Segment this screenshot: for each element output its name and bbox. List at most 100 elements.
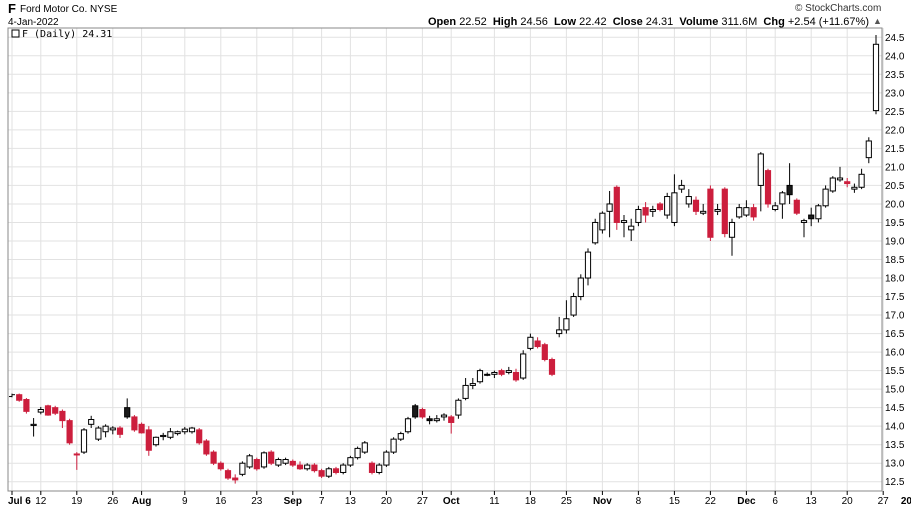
y-tick-label: 16.0 — [885, 348, 905, 359]
candle — [592, 218, 599, 245]
candle — [743, 200, 750, 217]
candle-body — [642, 207, 649, 216]
candle-body — [73, 453, 80, 456]
collapse-arrow-icon[interactable]: ▲ — [873, 16, 882, 26]
x-axis: Jul 6 12 19 26 Aug 9 16 23 Sep 7 13 20 27 Oct 11 18 25 No… — [8, 491, 911, 507]
candle — [844, 178, 851, 188]
candle — [289, 459, 296, 467]
candle-body — [203, 440, 210, 455]
candle-body — [419, 409, 426, 418]
candle-body — [505, 370, 512, 373]
candle-body — [196, 429, 203, 444]
y-tick-label: 22.5 — [885, 107, 905, 118]
candle — [757, 152, 764, 212]
candle — [649, 205, 656, 217]
candle — [30, 418, 37, 437]
candle — [656, 202, 664, 212]
candle — [253, 457, 260, 471]
candle-body — [563, 318, 570, 331]
candle — [196, 428, 203, 445]
candle-body — [412, 405, 419, 418]
candle — [728, 218, 736, 256]
candle — [160, 432, 167, 441]
candle — [390, 437, 397, 454]
candle — [570, 292, 577, 317]
candle-body — [620, 220, 628, 223]
candle — [764, 168, 772, 208]
candle — [397, 431, 404, 441]
x-tick-label: Aug — [132, 496, 151, 507]
candle — [145, 426, 152, 456]
candle — [563, 300, 570, 334]
candle — [224, 468, 232, 480]
candle — [642, 202, 649, 223]
candle-body — [88, 419, 95, 425]
candle — [181, 426, 188, 435]
candle-body — [448, 416, 455, 423]
candle — [707, 185, 714, 241]
candle-body — [635, 208, 642, 223]
candle — [325, 466, 332, 479]
candle — [800, 218, 808, 238]
candle-body — [167, 431, 174, 438]
x-tick-label: Jul 6 — [8, 496, 31, 507]
candle — [80, 428, 88, 454]
candle-body — [347, 457, 354, 466]
candle — [260, 451, 268, 469]
candle-body — [577, 277, 584, 298]
candle — [217, 461, 224, 471]
x-tick-label: 18 — [525, 496, 537, 507]
chart-grid — [8, 28, 884, 491]
candle — [469, 378, 476, 390]
candle — [829, 176, 836, 193]
candle — [836, 166, 844, 182]
candle-body — [750, 207, 757, 218]
x-tick-label: Dec — [737, 496, 756, 507]
y-tick-label: 17.0 — [885, 311, 905, 322]
candle-body — [289, 460, 296, 466]
y-tick-label: 16.5 — [885, 329, 905, 340]
candle-body — [181, 428, 188, 433]
candle — [851, 183, 858, 193]
y-tick-label: 20.5 — [885, 181, 905, 192]
candle — [246, 453, 253, 469]
candle-body — [95, 427, 102, 440]
open-value: 22.52 — [459, 16, 487, 28]
y-tick-label: 19.5 — [885, 218, 905, 229]
candle-body — [649, 208, 656, 212]
x-tick-label: 27 — [878, 496, 890, 507]
x-tick-label: 20 — [381, 496, 393, 507]
candle — [779, 190, 786, 219]
candle — [44, 404, 52, 416]
candle — [102, 424, 109, 438]
candle-body — [491, 371, 498, 375]
candle — [815, 203, 822, 223]
candle-body — [59, 410, 66, 422]
candle — [210, 450, 217, 466]
candle — [296, 461, 304, 470]
candle — [556, 316, 563, 338]
candle-body — [541, 344, 548, 361]
candle-body — [534, 340, 541, 348]
x-tick-label: 22 — [705, 496, 717, 507]
candle — [124, 398, 131, 419]
candle-body — [318, 470, 325, 477]
candle — [736, 203, 743, 219]
x-tick-label: 27 — [417, 496, 429, 507]
candle — [599, 211, 606, 234]
candle — [174, 430, 181, 436]
candle — [138, 422, 145, 434]
candle-body — [239, 462, 246, 475]
legend-text: F (Daily) 24.31 — [22, 29, 112, 40]
candle-body — [37, 409, 44, 413]
volume-value: 311.6M — [721, 16, 758, 28]
candle — [282, 457, 289, 466]
x-tick-label: 20 — [842, 496, 854, 507]
candle — [498, 368, 505, 377]
candle-body — [556, 329, 563, 335]
high-label: High — [492, 16, 518, 28]
candle-body — [836, 177, 844, 181]
volume-label: Volume — [679, 16, 719, 28]
candle-body — [109, 427, 116, 431]
candle — [239, 461, 246, 477]
